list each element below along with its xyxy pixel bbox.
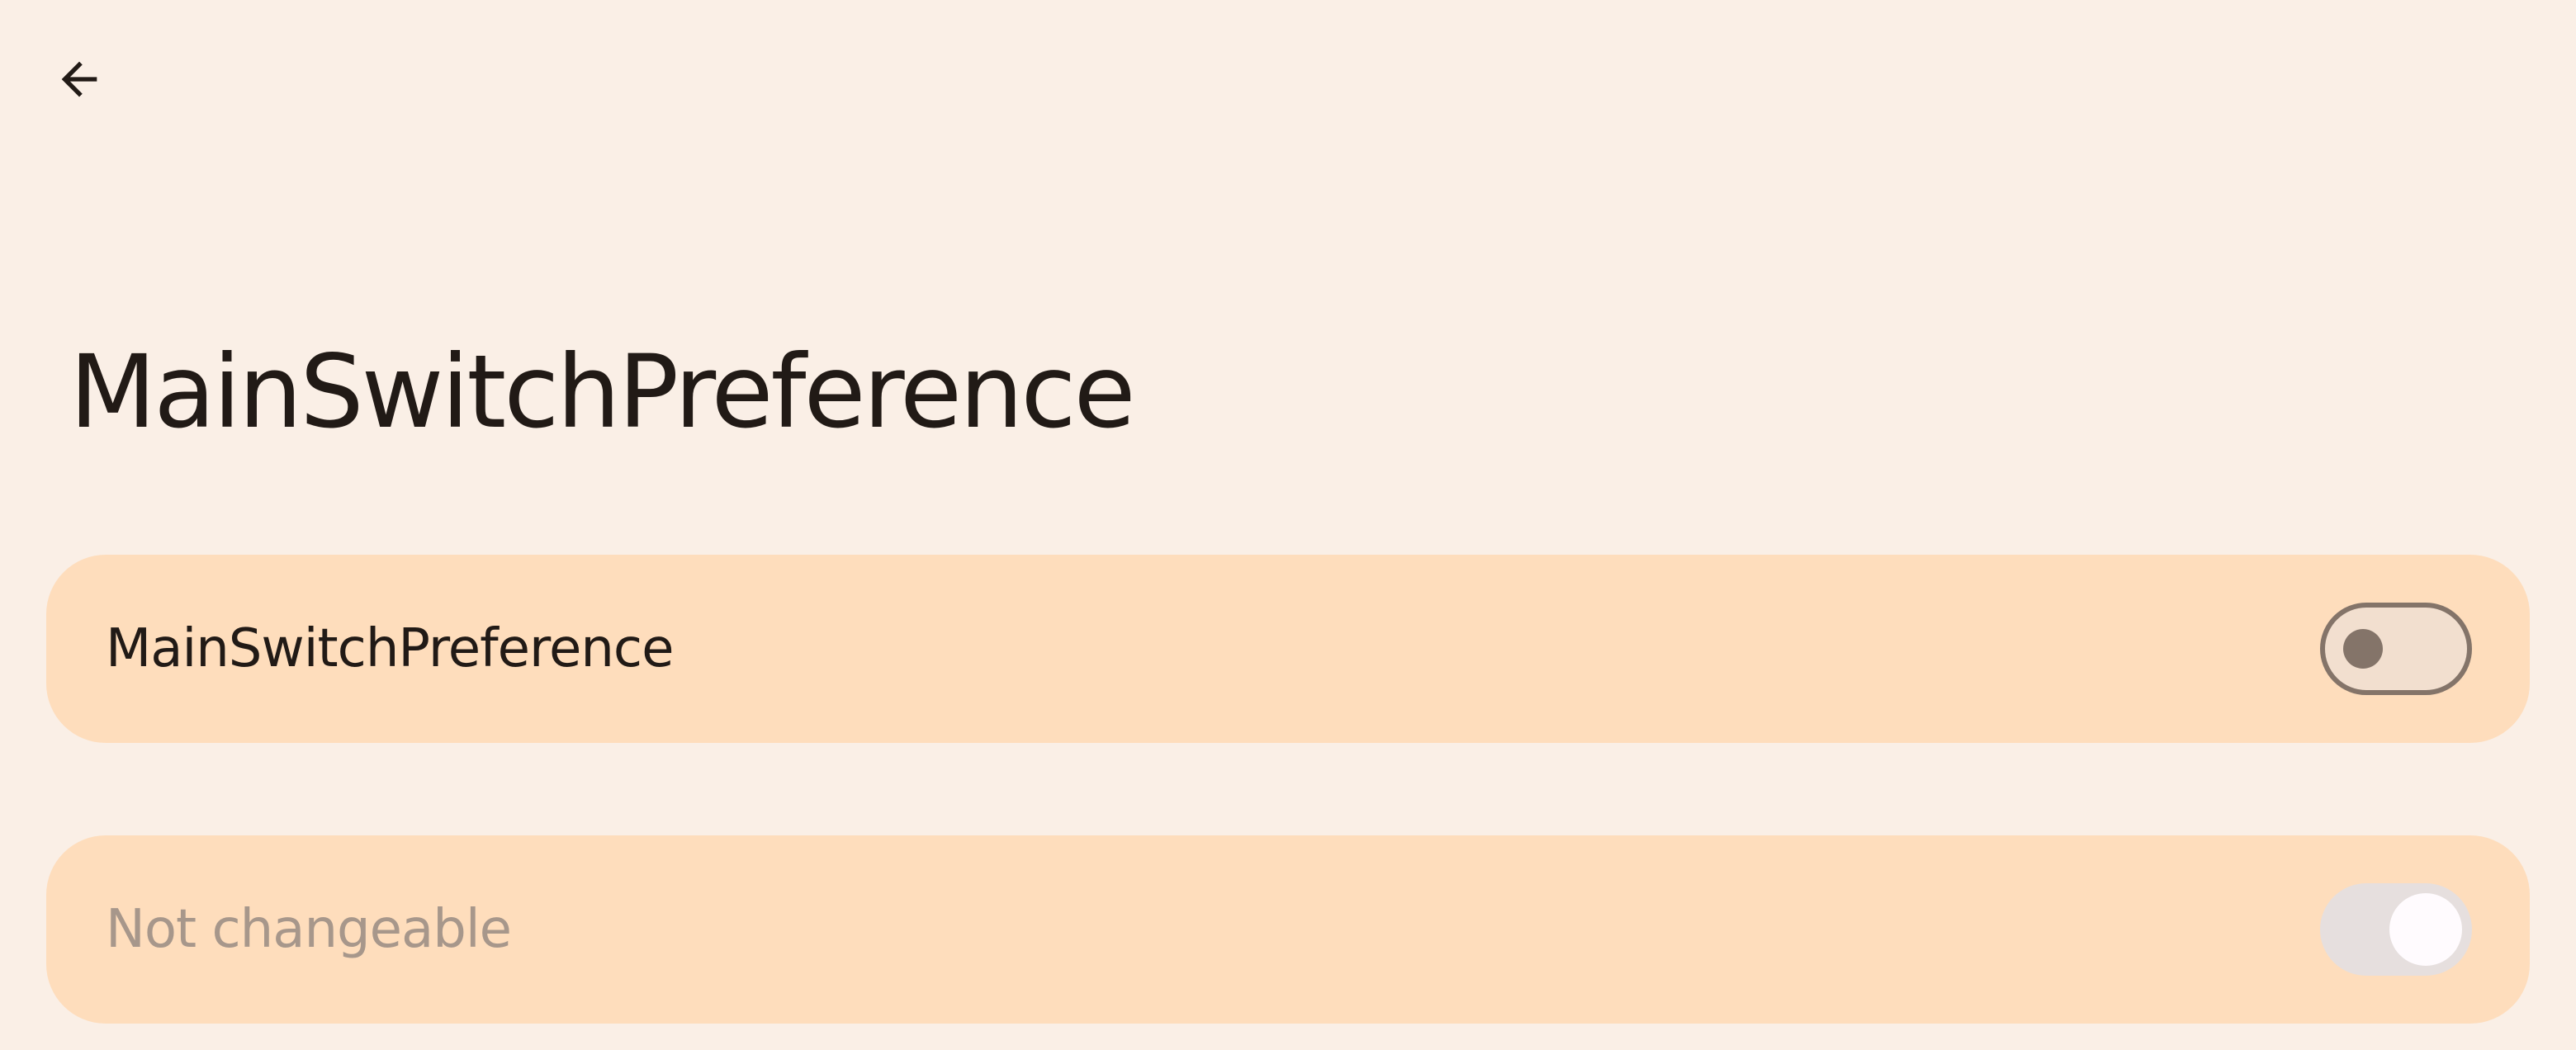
arrow-back-icon — [61, 61, 97, 97]
main-switch-toggle[interactable] — [2320, 603, 2472, 695]
switch-thumb — [2389, 893, 2462, 966]
not-changeable-label: Not changeable — [106, 899, 512, 960]
not-changeable-toggle — [2320, 883, 2472, 976]
back-button[interactable] — [40, 40, 119, 119]
page-title: MainSwitchPreference — [69, 333, 1136, 451]
not-changeable-preference: Not changeable — [46, 835, 2530, 1024]
switch-thumb — [2343, 629, 2383, 669]
main-switch-preference[interactable]: MainSwitchPreference — [46, 555, 2530, 743]
main-switch-label: MainSwitchPreference — [106, 618, 674, 679]
